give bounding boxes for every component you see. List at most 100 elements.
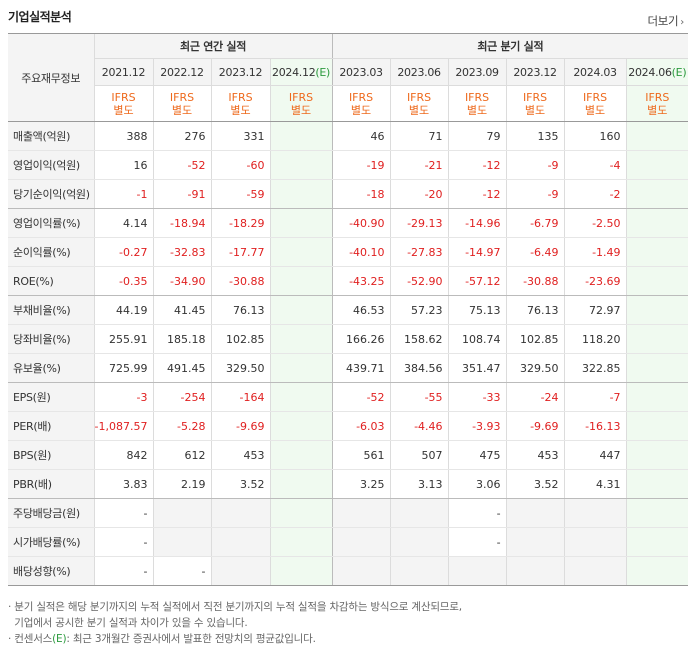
period-label: 2023.03: [339, 65, 383, 79]
value-cell: 842: [93, 440, 153, 470]
value-cell: -: [93, 556, 153, 586]
value-cell: 185.18: [152, 324, 211, 354]
value-cell: 75.13: [447, 295, 507, 325]
more-link[interactable]: 더보기 ›: [647, 13, 684, 29]
value-cell: [269, 498, 333, 528]
value-cell: [447, 556, 507, 586]
table-row: 당기순이익(억원) -1 -91 -59 -18 -20 -12 -9 -2: [8, 179, 689, 209]
value-cell: -40.10: [331, 237, 391, 267]
value-cell: -9: [505, 150, 565, 180]
value-cell: [625, 469, 689, 499]
value-cell: -2.50: [563, 208, 627, 238]
value-cell: -17.77: [210, 237, 270, 267]
separate-label: 별도: [524, 103, 546, 117]
value-cell: 4.14: [93, 208, 153, 238]
value-cell: -254: [152, 382, 211, 412]
value-cell: -: [447, 498, 507, 528]
ifrs-basis-cell: IFRS 별도: [93, 85, 153, 122]
value-cell: -23.69: [563, 266, 627, 296]
value-cell: -34.90: [152, 266, 211, 296]
value-cell: [269, 324, 333, 354]
value-cell: [269, 527, 333, 557]
table-row: EPS(원) -3 -254 -164 -52 -55 -33 -24 -7: [8, 382, 689, 412]
value-cell: 329.50: [210, 353, 270, 383]
period-label: 2023.06: [397, 65, 441, 79]
value-cell: -20: [389, 179, 449, 209]
value-cell: [269, 121, 333, 151]
period-label: 2022.12: [160, 65, 204, 79]
value-cell: 276: [152, 121, 211, 151]
table-row: BPS(원) 842 612 453 561 507 475 453 447: [8, 440, 689, 470]
value-cell: -0.35: [93, 266, 153, 296]
value-cell: [269, 353, 333, 383]
table-row: 당좌비율(%) 255.91 185.18 102.85 166.26 158.62 108…: [8, 324, 689, 354]
value-cell: -9: [505, 179, 565, 209]
value-cell: -7: [563, 382, 627, 412]
value-cell: [625, 353, 689, 383]
value-cell: -6.79: [505, 208, 565, 238]
quarter-section-header: 최근 분기 실적: [331, 33, 689, 59]
row-label: PBR(배): [8, 469, 94, 499]
value-cell: [152, 527, 211, 557]
value-cell: 79: [447, 121, 507, 151]
row-label: 부채비율(%): [8, 295, 94, 325]
ifrs-basis-cell: IFRS 별도: [563, 85, 627, 122]
footnote-line: 기업에서 공시한 분기 실적과 차이가 있을 수 있습니다.: [8, 617, 248, 629]
period-label: 2024.12: [272, 65, 316, 79]
separate-label: 별도: [466, 103, 488, 117]
ifrs-label: IFRS: [288, 90, 314, 104]
separate-label: 별도: [113, 103, 134, 117]
row-label: EPS(원): [8, 382, 94, 412]
value-cell: -18: [331, 179, 391, 209]
ifrs-basis-cell: IFRS 별도: [152, 85, 211, 122]
value-cell: [625, 382, 689, 412]
value-cell: 3.06: [447, 469, 507, 499]
value-cell: 4.31: [563, 469, 627, 499]
value-cell: 108.74: [447, 324, 507, 354]
value-cell: [563, 556, 627, 586]
value-cell: -21: [389, 150, 449, 180]
value-cell: 46: [331, 121, 391, 151]
value-cell: 3.83: [93, 469, 153, 499]
ifrs-basis-cell: IFRS 별도: [331, 85, 391, 122]
value-cell: -1: [93, 179, 153, 209]
annual-period-header: 2021.12: [93, 58, 153, 86]
table-row: 매출액(억원) 388 276 331 46 71 79 135 160: [8, 121, 689, 151]
value-cell: [625, 266, 689, 296]
value-cell: 255.91: [93, 324, 153, 354]
value-cell: 3.13: [389, 469, 449, 499]
value-cell: -6.03: [331, 411, 391, 441]
value-cell: 166.26: [331, 324, 391, 354]
value-cell: -: [152, 556, 211, 586]
separate-label: 별도: [171, 103, 193, 117]
separate-label: 별도: [584, 103, 606, 117]
value-cell: [625, 295, 689, 325]
section-title: 기업실적분석: [8, 10, 72, 24]
value-cell: 41.45: [152, 295, 211, 325]
value-cell: [625, 324, 689, 354]
value-cell: -18.94: [152, 208, 211, 238]
value-cell: 76.13: [210, 295, 270, 325]
value-cell: -: [447, 527, 507, 557]
row-label: 유보율(%): [8, 353, 94, 383]
value-cell: 72.97: [563, 295, 627, 325]
value-cell: 44.19: [93, 295, 153, 325]
value-cell: 439.71: [331, 353, 391, 383]
financial-table: 주요재무정보 최근 연간 실적 최근 분기 실적 2021.12 2022.12 2…: [8, 33, 689, 586]
quarter-period-header: 2023.12: [505, 58, 565, 86]
annual-section-header: 최근 연간 실적: [93, 33, 333, 59]
value-cell: -18.29: [210, 208, 270, 238]
table-row: 영업이익률(%) 4.14 -18.94 -18.29 -40.90 -29.13 -14.…: [8, 208, 689, 238]
value-cell: 453: [210, 440, 270, 470]
value-cell: 158.62: [389, 324, 449, 354]
ifrs-label: IFRS: [111, 90, 136, 104]
value-cell: 3.25: [331, 469, 391, 499]
value-cell: [210, 527, 270, 557]
value-cell: [625, 498, 689, 528]
value-cell: [625, 150, 689, 180]
table-row: ROE(%) -0.35 -34.90 -30.88 -43.25 -52.90 -57.1…: [8, 266, 689, 296]
table-row: 주당배당금(원) - -: [8, 498, 689, 528]
value-cell: [625, 440, 689, 470]
value-cell: 3.52: [210, 469, 270, 499]
value-cell: -6.49: [505, 237, 565, 267]
